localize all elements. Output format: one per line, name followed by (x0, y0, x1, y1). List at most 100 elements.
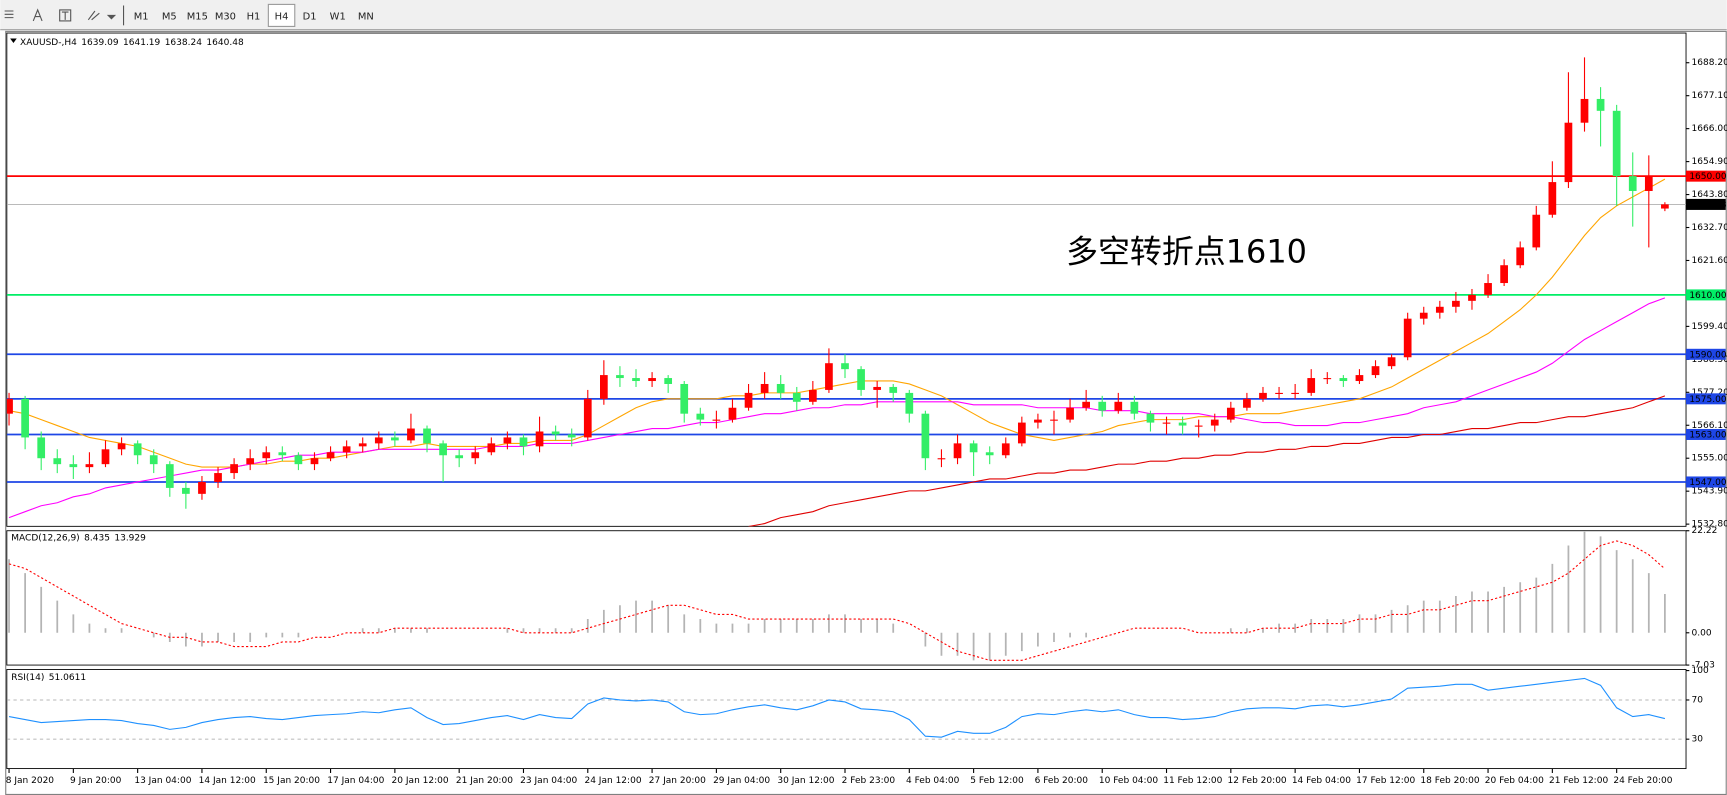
indicator-line (8, 178, 1666, 468)
timeframe-button[interactable]: MN (358, 12, 374, 23)
timeframe-button[interactable]: M5 (162, 12, 177, 23)
y-tick-label: 1588.30 (1692, 355, 1727, 365)
candle-body (905, 392, 914, 414)
candle-body (889, 386, 898, 393)
panel-plot (8, 531, 1666, 661)
candle-body (760, 383, 769, 393)
candle-body (85, 464, 94, 468)
timeframe-button[interactable]: M15 (187, 12, 208, 23)
candle-body (583, 398, 592, 438)
candle-body (69, 464, 78, 468)
candle-body (1355, 375, 1364, 382)
candle-body (535, 431, 544, 447)
timeframe-button[interactable]: W1 (330, 12, 346, 23)
level-tag-label: 1610.00 (1689, 291, 1727, 301)
candle-body (342, 446, 351, 453)
candle-body (1435, 306, 1444, 313)
candle-body (1130, 401, 1139, 414)
price-panel (6, 32, 1687, 527)
candle-body (1387, 357, 1396, 367)
candle-body (182, 487, 190, 494)
candle-body (1243, 398, 1251, 408)
header-item: XAUUSD-,H4 (20, 37, 77, 47)
icon-dropdown[interactable] (106, 14, 117, 20)
candle-body (600, 375, 608, 399)
icon-menu[interactable] (4, 10, 14, 19)
candle-body (503, 437, 512, 444)
candle-body (1628, 176, 1637, 191)
candle-body (873, 386, 882, 390)
level-tag (1686, 428, 1726, 440)
header-item: MACD(12,26,9) (11, 533, 79, 543)
level-tag (1686, 393, 1726, 405)
toolbar-icons (4, 5, 125, 26)
timeframe-button[interactable]: H1 (247, 12, 261, 23)
panel-header: XAUUSD-,H4 1639.09 1641.19 1638.24 1640.48 (20, 37, 244, 47)
icon-label-t[interactable] (61, 11, 69, 20)
header-item: 13.929 (114, 533, 146, 543)
x-tick-label: 6 Feb 20:00 (1035, 776, 1089, 786)
candle-body (117, 443, 126, 450)
candle-body (423, 428, 431, 444)
header-item: 1638.24 (165, 37, 203, 47)
x-tick-label: 20 Jan 12:00 (392, 776, 449, 786)
macd-panel (6, 530, 1687, 666)
candle-body (1580, 98, 1589, 123)
active-timeframe (267, 3, 296, 27)
icon-arrows[interactable] (87, 10, 100, 21)
x-tick-label: 11 Feb 12:00 (1163, 776, 1222, 786)
candle-body (1371, 366, 1380, 376)
timeframe-button[interactable]: M1 (134, 12, 149, 23)
candle-body (744, 392, 753, 408)
y-tick-label: 1643.80 (1692, 190, 1727, 200)
y-tick-label: 1566.10 (1692, 421, 1727, 431)
y-tick-label: 1532.80 (1692, 520, 1727, 530)
x-tick-label: 20 Feb 04:00 (1485, 776, 1544, 786)
candle-body (1001, 443, 1010, 456)
y-tick-label: 1654.90 (1692, 157, 1727, 167)
header-item: 51.0611 (49, 673, 86, 683)
x-tick-label: 17 Jan 04:00 (327, 776, 384, 786)
panel-plot (6, 677, 1687, 740)
icon-text[interactable] (32, 8, 43, 22)
level-tag-label: 1650.00 (1689, 172, 1727, 182)
candle-body (1291, 392, 1299, 394)
panel-plot (6, 57, 1687, 527)
candle-body (1162, 422, 1171, 424)
candle-body (567, 434, 576, 438)
candle-body (1612, 110, 1621, 177)
candle-body (230, 464, 238, 474)
y-tick-label: 1621.60 (1692, 256, 1727, 266)
candle-body (310, 458, 319, 465)
symbol-dropdown[interactable] (10, 38, 17, 43)
x-tick-label: 12 Feb 20:00 (1228, 776, 1287, 786)
candle-body (1050, 419, 1058, 421)
candle-body (1661, 204, 1669, 209)
candle-body (648, 378, 656, 382)
candle-body (792, 392, 801, 402)
timeframe-button[interactable]: M30 (215, 12, 236, 23)
candle-body (1484, 283, 1492, 295)
candle-body (841, 363, 849, 370)
candle-body (1114, 401, 1123, 411)
level-tag (1686, 348, 1726, 360)
candle-body (825, 363, 833, 390)
candle-body (1146, 413, 1155, 423)
candle-body (1034, 419, 1042, 423)
candle-body (133, 443, 142, 456)
candle-body (1564, 122, 1573, 183)
candle-body (1500, 265, 1508, 284)
y-tick-label: 1599.40 (1692, 322, 1727, 332)
annotation: 多空转折点1610 (1066, 232, 1307, 270)
x-tick-label: 17 Feb 12:00 (1356, 776, 1415, 786)
y-tick-label: 1666.00 (1692, 124, 1727, 134)
candle-body (1548, 182, 1557, 215)
timeframe-button[interactable]: D1 (303, 12, 317, 23)
candle-body (1259, 392, 1267, 399)
y-tick-label: 1677.10 (1692, 91, 1727, 101)
timeframe-button[interactable]: H4 (275, 12, 289, 23)
candle-body (1194, 425, 1203, 427)
icon-label[interactable] (59, 9, 72, 22)
